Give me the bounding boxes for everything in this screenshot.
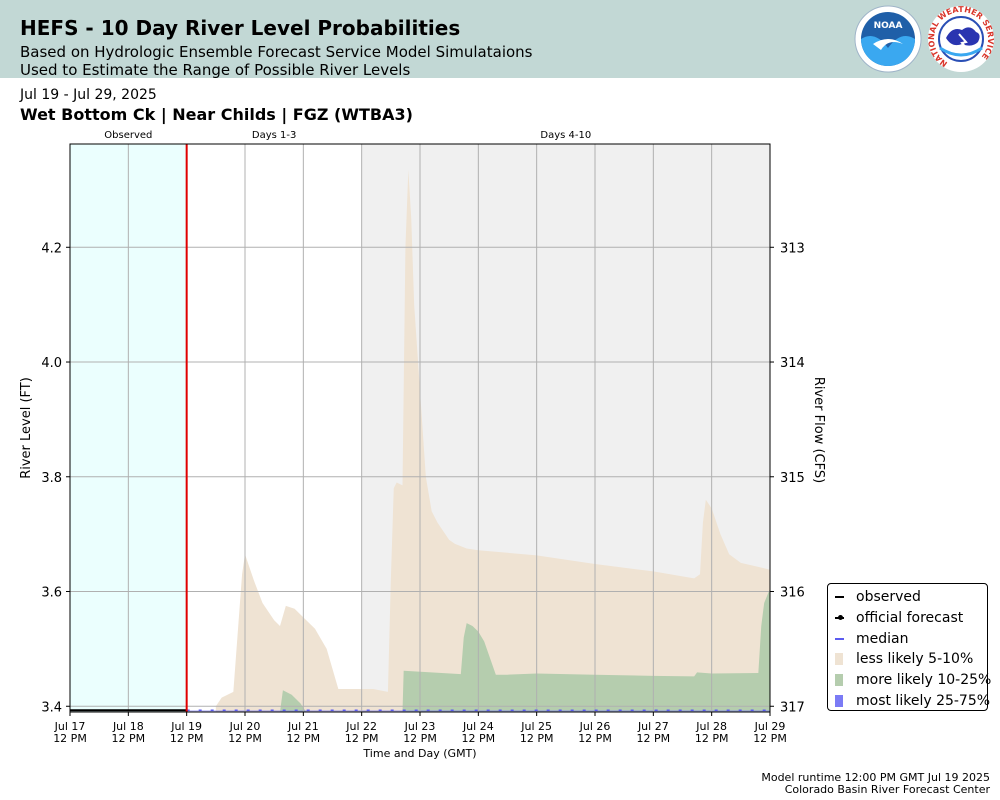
legend-item-more-likely: more likely 10-25% [832, 670, 991, 691]
legend-item-less-likely: less likely 5-10% [832, 649, 987, 670]
x-tick-time-3: 12 PM [228, 732, 262, 745]
x-tick-label-4: Jul 21 [287, 720, 319, 733]
page-subtitle-2: Used to Estimate the Range of Possible R… [20, 61, 411, 79]
less-likely-swatch [832, 653, 850, 666]
x-tick-label-2: Jul 19 [170, 720, 202, 733]
x-tick-time-0: 12 PM [53, 732, 87, 745]
legend-item-observed: observed [832, 587, 987, 608]
most-likely-swatch [832, 694, 850, 707]
more-likely-area-1 [402, 588, 770, 712]
chart-legend: observed official forecast median less l… [827, 583, 991, 711]
x-tick-time-11: 12 PM [695, 732, 729, 745]
y2-axis-label: River Flow (CFS) [811, 377, 826, 483]
x-tick-time-8: 12 PM [520, 732, 554, 745]
legend-item-most-likely: most likely 25-75% [832, 690, 991, 711]
observed-line-swatch [832, 591, 850, 603]
y2-tick-label-2: 315 [780, 471, 805, 486]
x-axis-label: Time and Day (GMT) [362, 747, 476, 760]
nws-logo: NATIONAL WEATHER SERVICE [927, 5, 995, 72]
x-tick-label-12: Jul 29 [754, 720, 786, 733]
x-tick-time-2: 12 PM [170, 732, 204, 745]
data-lines [70, 144, 770, 712]
y-tick-label-1: 3.6 [41, 586, 62, 601]
period-label-2: Days 4-10 [540, 130, 591, 141]
page-title: HEFS - 10 Day River Level Probabilities [20, 16, 461, 40]
x-tick-time-1: 12 PM [112, 732, 146, 745]
x-tick-label-6: Jul 23 [404, 720, 436, 733]
date-range: Jul 19 - Jul 29, 2025 [20, 87, 157, 103]
legend-item-median: median [832, 628, 987, 649]
x-tick-label-7: Jul 24 [462, 720, 494, 733]
legend-item-official-forecast: official forecast [832, 608, 987, 629]
station-title: Wet Bottom Ck | Near Childs | FGZ (WTBA3… [20, 105, 413, 124]
x-tick-label-1: Jul 18 [112, 720, 144, 733]
period-shade-1 [186, 144, 362, 712]
y-tick-label-4: 4.2 [41, 241, 62, 256]
x-tick-label-10: Jul 27 [637, 720, 669, 733]
x-tick-time-5: 12 PM [345, 732, 379, 745]
y-tick-label-2: 3.8 [41, 471, 62, 486]
noaa-logo-text: NOAA [874, 21, 903, 31]
noaa-logo: NOAA [854, 5, 922, 73]
x-tick-label-8: Jul 25 [520, 720, 552, 733]
legend-label-more-likely: more likely 10-25% [856, 672, 992, 689]
period-label-0: Observed [104, 130, 152, 141]
legend-label-observed: observed [856, 589, 921, 606]
y-axis-label: River Level (FT) [19, 377, 34, 479]
y-tick-label-0: 3.4 [41, 700, 62, 715]
y-tick-label-3: 4.0 [41, 356, 62, 371]
x-tick-label-5: Jul 22 [345, 720, 377, 733]
median-line-swatch [832, 633, 850, 645]
axes [66, 143, 774, 716]
legend-label-official-forecast: official forecast [856, 610, 964, 627]
x-tick-label-3: Jul 20 [229, 720, 261, 733]
x-tick-time-12: 12 PM [753, 732, 787, 745]
header-banner: HEFS - 10 Day River Level Probabilities … [0, 0, 1000, 79]
y2-tick-label-0: 313 [780, 241, 805, 256]
page-subtitle-1: Based on Hydrologic Ensemble Forecast Se… [20, 43, 533, 61]
model-runtime: Model runtime 12:00 PM GMT Jul 19 2025 [761, 771, 990, 784]
legend-label-most-likely: most likely 25-75% [856, 692, 991, 709]
y2-tick-label-4: 317 [780, 700, 805, 715]
forecast-center: Colorado Basin River Forecast Center [784, 783, 990, 796]
more-likely-swatch [832, 674, 850, 687]
legend-label-less-likely: less likely 5-10% [856, 651, 974, 668]
x-tick-time-6: 12 PM [403, 732, 437, 745]
x-tick-label-0: Jul 17 [54, 720, 86, 733]
period-label-1: Days 1-3 [252, 130, 296, 141]
x-tick-time-10: 12 PM [637, 732, 671, 745]
forecast-marker-swatch [832, 612, 850, 624]
less-likely-area [215, 169, 771, 712]
x-tick-label-11: Jul 28 [695, 720, 727, 733]
x-tick-label-9: Jul 26 [579, 720, 611, 733]
x-tick-time-9: 12 PM [578, 732, 612, 745]
legend-label-median: median [856, 630, 909, 647]
y2-tick-label-3: 316 [780, 586, 805, 601]
x-tick-time-4: 12 PM [287, 732, 321, 745]
y2-tick-label-1: 314 [780, 356, 805, 371]
x-tick-time-7: 12 PM [462, 732, 496, 745]
